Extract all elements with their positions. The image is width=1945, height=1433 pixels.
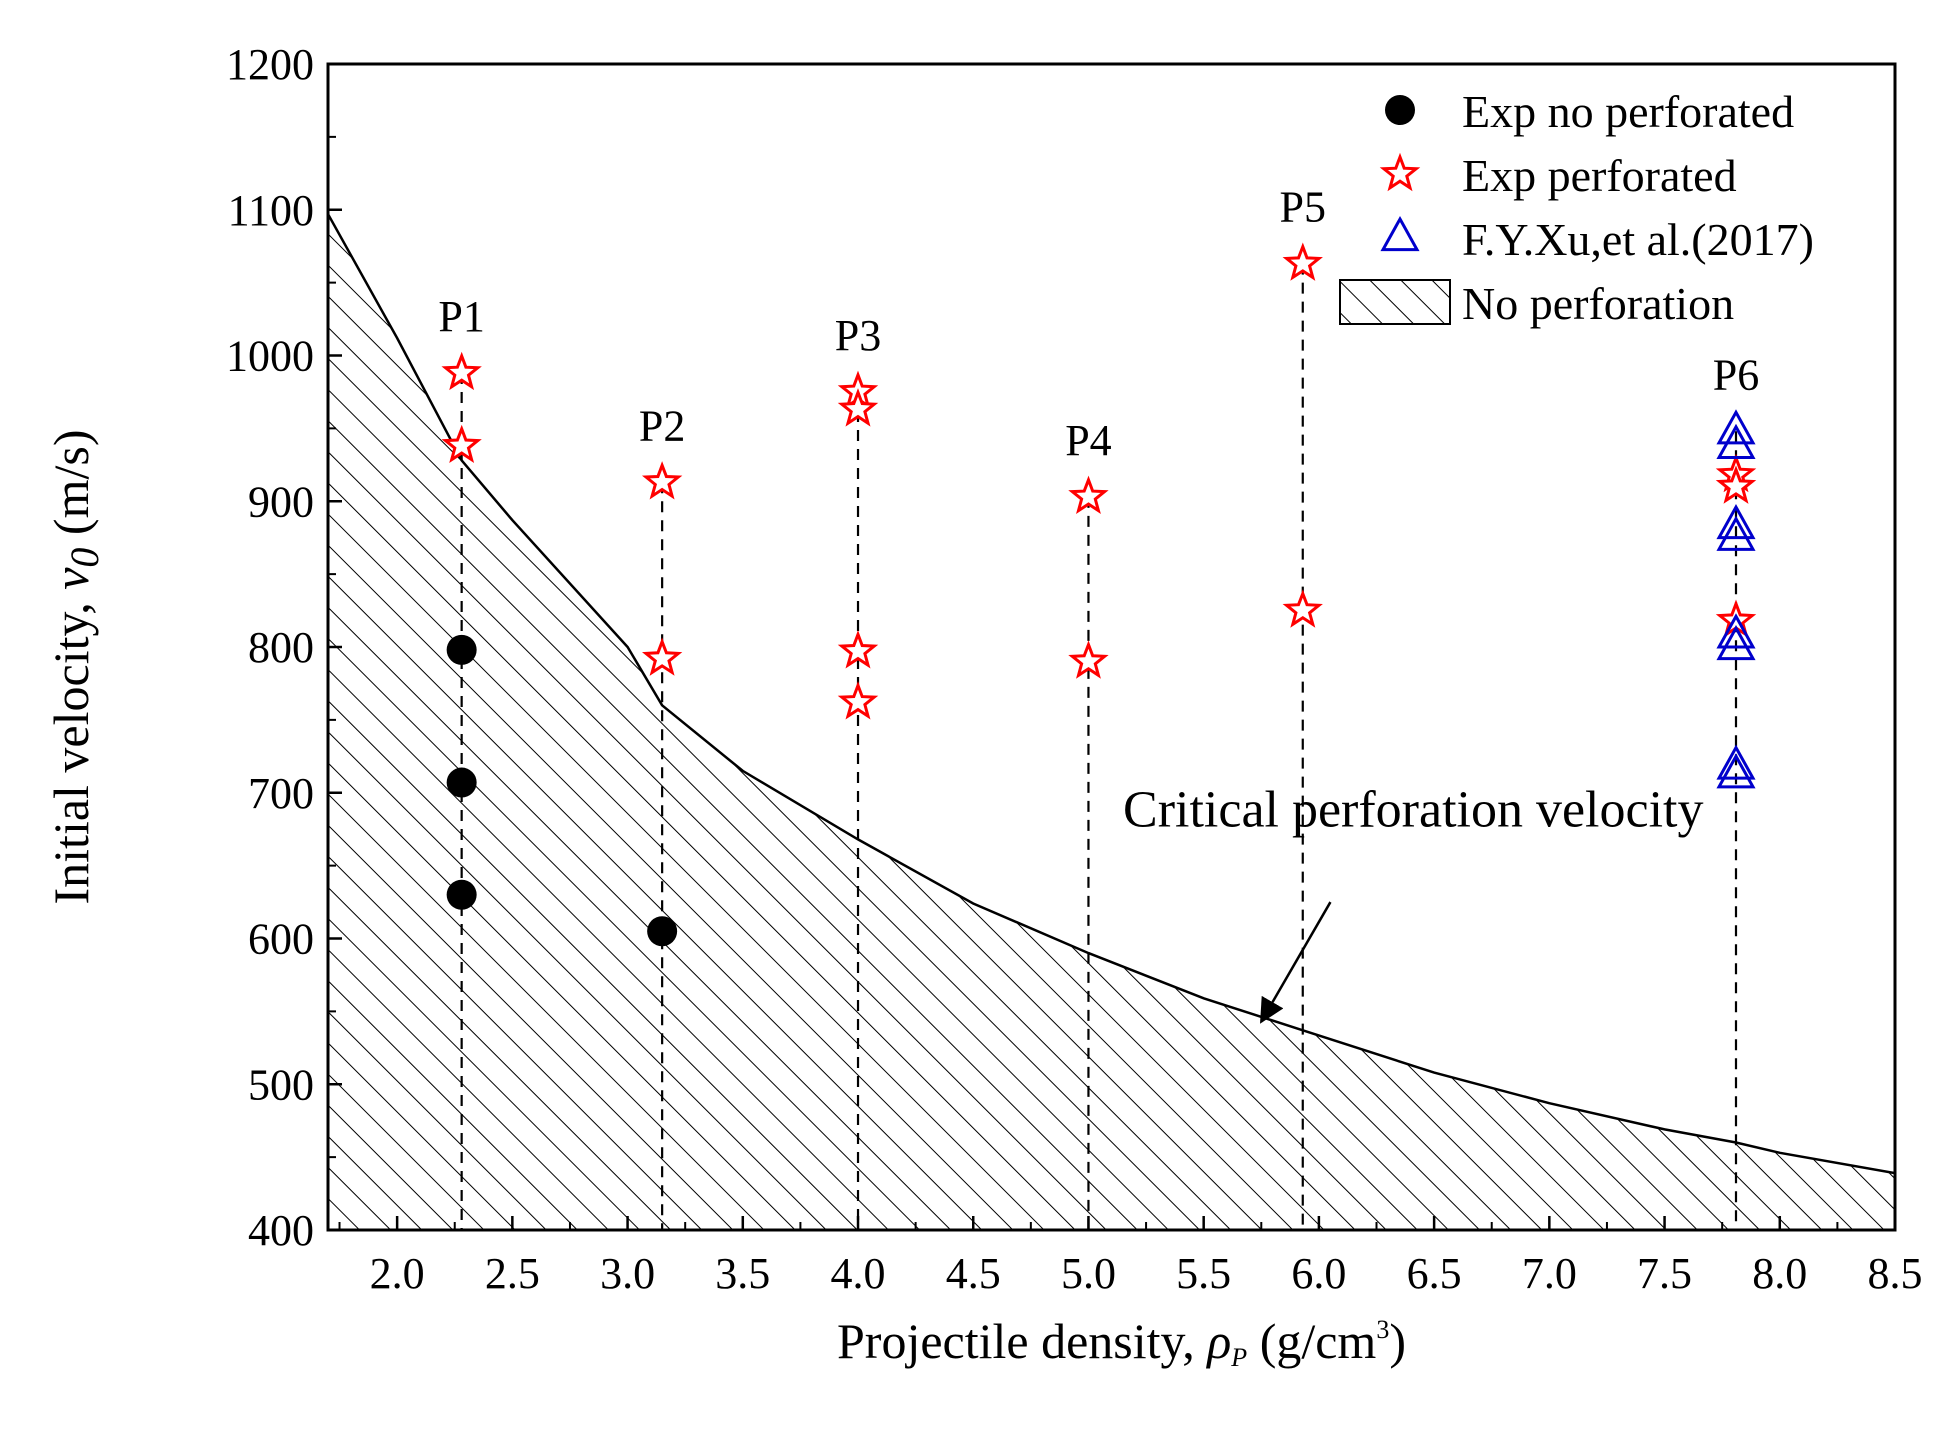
x-tick-label: 8.5 <box>1868 1249 1923 1298</box>
y-tick-label: 700 <box>248 769 314 818</box>
xu-2017-point <box>1716 753 1756 789</box>
x-axis-title-part: (g/cm <box>1247 1313 1376 1369</box>
x-tick-label: 4.0 <box>831 1249 886 1298</box>
perforated-point-outline <box>641 461 683 500</box>
perforated-point-outline <box>837 681 879 720</box>
x-tick-label: 4.5 <box>946 1249 1001 1298</box>
y-tick-label: 500 <box>248 1060 314 1109</box>
legend-label: No perforation <box>1462 278 1734 329</box>
x-tick-label: 7.0 <box>1522 1249 1577 1298</box>
y-axis-title-part: 0 <box>62 548 107 568</box>
critical-velocity-curve <box>328 213 1895 1175</box>
perforated-point-outline <box>1068 640 1109 679</box>
perforated-point <box>1282 589 1323 628</box>
perforated-point <box>1068 640 1109 679</box>
xu-2017-point <box>1716 624 1756 661</box>
y-tick-label: 900 <box>248 477 314 526</box>
no-perforated-point <box>647 916 678 947</box>
perforated-point-outline <box>441 424 482 464</box>
x-axis-title-part: ρ <box>1205 1313 1231 1369</box>
perforated-point <box>441 351 482 391</box>
y-tick-label: 1200 <box>226 40 314 89</box>
legend-label: Exp perforated <box>1462 150 1737 201</box>
perforated-point-outline <box>1715 465 1757 504</box>
no-perforated-point <box>446 879 477 910</box>
group-label-p2: P2 <box>639 401 685 450</box>
perforated-point-outline <box>837 388 879 427</box>
legend-circle-marker <box>1385 95 1415 125</box>
xu-2017-point <box>1716 503 1756 540</box>
perforated-point <box>641 637 683 676</box>
legend-label: Exp no perforated <box>1462 86 1794 137</box>
group-label-p3: P3 <box>835 311 881 360</box>
x-tick-label: 3.0 <box>600 1249 655 1298</box>
legend-label: F.Y.Xu,et al.(2017) <box>1462 214 1814 265</box>
xu-2017-point <box>1716 613 1756 649</box>
x-tick-label: 2.0 <box>370 1249 425 1298</box>
perforated-point-outline <box>1282 589 1323 628</box>
group-label-p1: P1 <box>438 292 484 341</box>
perforated-point-outline <box>837 630 879 669</box>
x-tick-label: 7.5 <box>1637 1249 1692 1298</box>
xu-2017-point <box>1716 515 1756 551</box>
legend-triangle-marker <box>1380 215 1420 252</box>
perforated-point-outline <box>1068 475 1109 515</box>
x-tick-label: 6.5 <box>1407 1249 1462 1298</box>
xu-2017-point <box>1716 744 1756 780</box>
x-tick-label: 3.5 <box>715 1249 770 1298</box>
x-axis-title-part: ) <box>1389 1313 1406 1369</box>
perforated-point <box>1715 465 1757 504</box>
no-perforation-region <box>328 214 1895 1230</box>
perforated-point <box>837 681 879 720</box>
legend-star-marker <box>1379 152 1421 192</box>
x-axis-title-part: Projectile density, <box>837 1313 1207 1369</box>
y-axis-title: Initial velocity, v0 (m/s) <box>43 430 107 905</box>
legend-hatch-swatch <box>1339 279 1451 325</box>
perforated-point <box>1068 475 1109 515</box>
group-label-p5: P5 <box>1280 183 1326 232</box>
critical-velocity-annotation: Critical perforation velocity <box>1123 781 1703 838</box>
perforated-point-outline <box>441 351 482 391</box>
y-tick-label: 400 <box>248 1206 314 1255</box>
perforated-point <box>441 424 482 464</box>
y-tick-label: 600 <box>248 915 314 964</box>
perforated-point <box>837 388 879 427</box>
y-tick-label: 1100 <box>228 186 314 235</box>
no-perforated-point <box>446 634 477 665</box>
legend-star-marker-outline <box>1379 152 1421 192</box>
xu-2017-point <box>1716 423 1756 459</box>
x-axis-title-part: P <box>1230 1343 1247 1372</box>
perforated-point <box>837 630 879 669</box>
no-perforated-point <box>446 767 477 798</box>
perforated-point-outline <box>1282 242 1323 281</box>
x-tick-label: 8.0 <box>1752 1249 1807 1298</box>
x-axis-title-part: 3 <box>1376 1315 1389 1344</box>
x-tick-label: 5.5 <box>1176 1249 1231 1298</box>
y-tick-label: 800 <box>248 623 314 672</box>
perforated-point-outline <box>641 637 683 676</box>
y-tick-label: 1000 <box>226 332 314 381</box>
x-tick-label: 5.0 <box>1061 1249 1116 1298</box>
y-axis-title-part: v <box>43 567 99 590</box>
group-label-p4: P4 <box>1065 416 1111 465</box>
perforated-point <box>641 461 683 500</box>
x-tick-label: 2.5 <box>485 1249 540 1298</box>
y-axis-title-part: (m/s) <box>43 430 99 548</box>
x-axis-title: Projectile density, ρP (g/cm3) <box>837 1313 1406 1372</box>
xu-2017-point <box>1716 409 1756 445</box>
group-label-p6: P6 <box>1713 350 1759 399</box>
perforated-point <box>1282 242 1323 281</box>
x-tick-label: 6.0 <box>1291 1249 1346 1298</box>
y-axis-title-part: Initial velocity, <box>43 590 99 905</box>
annotation-arrow <box>1260 901 1332 1024</box>
